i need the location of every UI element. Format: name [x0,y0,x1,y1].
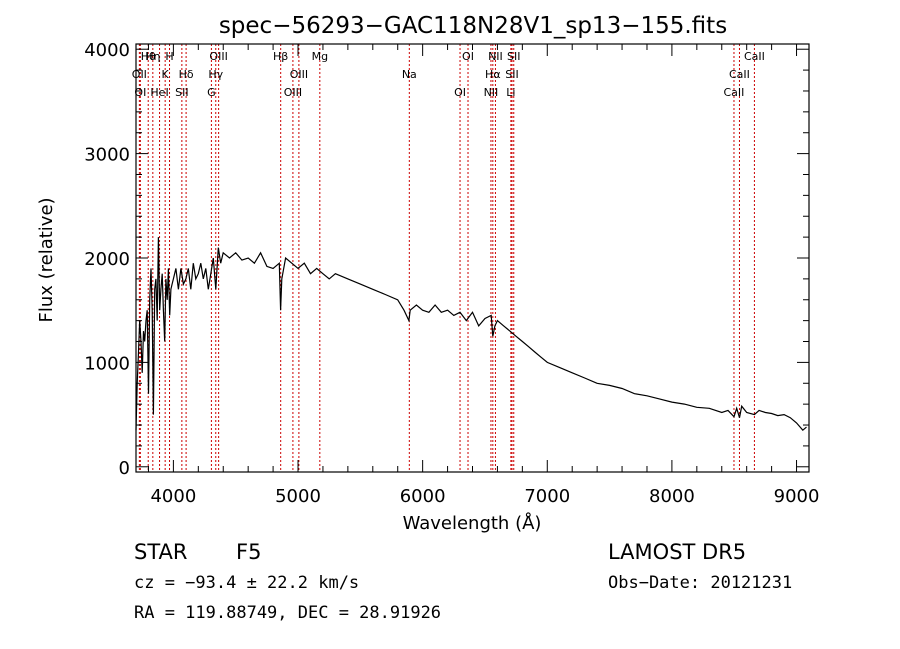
y-tick-label: 2000 [84,249,130,270]
spectral-line-label: OIII [290,68,308,81]
x-tick-label: 7000 [524,486,570,507]
spectral-line-label: Mg [312,50,328,63]
spectral-line-label: Hβ [273,50,288,63]
spectral-line-markers [138,44,755,472]
spectral-line-label: Hδ [179,68,194,81]
spectral-line-label: Hγ [208,68,223,81]
spectral-line-label: OI [454,86,466,99]
y-axis-label: Flux (relative) [36,197,57,322]
spectral-line-label: Hη [145,50,160,63]
spectral-line-label: CaII [724,86,745,99]
y-axis: 0 1000 2000 3000 4000 [84,40,809,479]
spectral-line-label: SII [505,68,518,81]
spectral-line-label: CaII [744,50,765,63]
x-tick-label: 5000 [275,486,321,507]
x-axis-label: Wavelength (Å) [403,512,542,534]
spectral-line-label: H [165,50,173,63]
spectral-line-label: CaII [729,68,750,81]
y-tick-label: 3000 [84,145,130,166]
spectral-line-label: SII [507,50,520,63]
spectral-line-label: Na [402,68,417,81]
y-tick-label: 4000 [84,40,130,61]
spectral-line-label: OI [134,86,146,99]
spectral-line-label: NII [484,86,499,99]
y-tick-label: 1000 [84,353,130,374]
spectral-line-label: Li [506,86,515,99]
x-axis: 4000 5000 6000 7000 8000 9000 [147,44,820,507]
spectrum-line [135,237,807,432]
x-tick-label: 6000 [400,486,446,507]
x-tick-label: 8000 [649,486,695,507]
spectral-line-label: G [207,86,216,99]
y-tick-label: 0 [119,458,130,479]
spectral-line-label: HeI [150,86,168,99]
obs-date: Obs−Date: 20121231 [608,573,793,593]
spectral-line-label: OI [462,50,474,63]
spectral-line-labels: HθOIIOIHηKHeIHHδSIIOIIIHγGHβOIIIOIIIMgNa… [132,50,765,99]
x-tick-label: 4000 [150,486,196,507]
spectral-line-label: NII [488,50,503,63]
spectral-line-label: OIII [284,86,302,99]
spectral-line-label: SII [175,86,188,99]
x-tick-label: 9000 [774,486,820,507]
spectral-line-label: OIII [209,50,227,63]
object-class: STAR [134,540,188,564]
object-subclass: F5 [236,540,262,564]
chart-title: spec−56293−GAC118N28V1_sp13−155.fits [219,13,727,39]
survey-name: LAMOST DR5 [608,540,747,564]
redshift-cz: cz = −93.4 ± 22.2 km/s [134,573,360,593]
spectral-line-label: Hα [485,68,501,81]
spectral-line-label: Hθ [141,50,156,63]
ra-dec: RA = 119.88749, DEC = 28.91926 [134,603,442,623]
spectral-line-label: K [162,68,170,81]
